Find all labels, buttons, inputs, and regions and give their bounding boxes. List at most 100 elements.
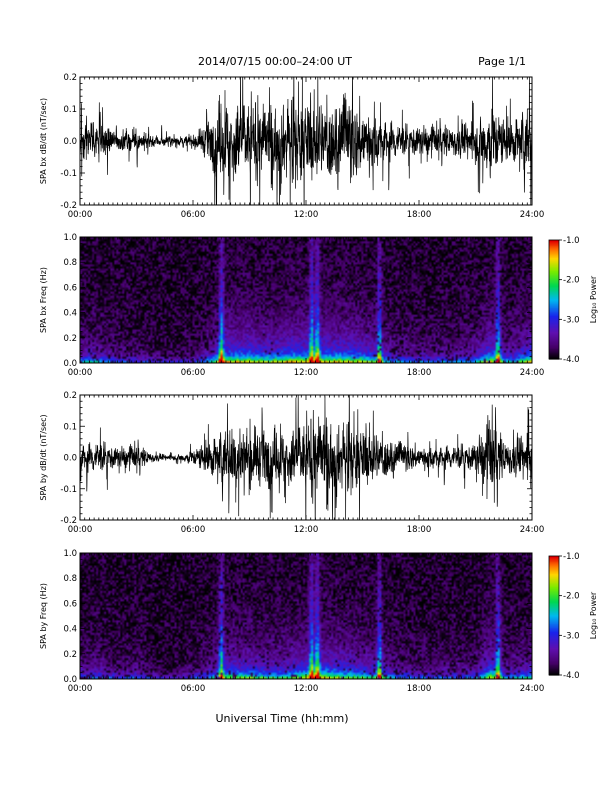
colorbar-swatch: [549, 298, 559, 301]
colorbar-swatch: [549, 283, 559, 286]
colorbar-swatch: [549, 636, 559, 639]
colorbar-swatch: [549, 331, 559, 334]
x-tick-label: 06:00: [181, 684, 206, 694]
x-tick-label: 06:00: [181, 368, 206, 378]
colorbar-tick-label: -1.0: [563, 552, 580, 562]
colorbar-swatch: [549, 306, 559, 309]
colorbar-swatch: [549, 280, 559, 283]
colorbar-swatch: [549, 345, 559, 348]
colorbar-swatch: [549, 270, 559, 273]
colorbar-swatch: [549, 614, 559, 617]
colorbar-swatch: [549, 340, 559, 343]
colorbar-swatch: [549, 604, 559, 607]
colorbar-swatch: [549, 282, 559, 285]
colorbar-swatch: [549, 574, 559, 577]
colorbar-swatch: [549, 279, 559, 282]
colorbar-swatch: [549, 254, 559, 257]
colorbar-swatch: [549, 566, 559, 569]
colorbar-swatch: [549, 316, 559, 319]
colorbar-swatch: [549, 600, 559, 603]
colorbar-swatch: [549, 607, 559, 610]
x-tick-label: 24:00: [520, 210, 545, 220]
colorbar-swatch: [549, 315, 559, 318]
colorbar-swatch: [549, 329, 559, 332]
y-tick-label: 0.0: [63, 137, 77, 147]
bx-time-series-panel: -0.2 -0.1 0.0 0.1 0.2 00:00 06:00 12:00 18:00 24:…: [39, 73, 545, 220]
colorbar-swatch: [549, 291, 559, 294]
colorbar-swatch: [549, 241, 559, 244]
colorbar-swatch: [549, 336, 559, 339]
y-tick-label: 0.2: [63, 334, 77, 344]
colorbar-swatch: [549, 278, 559, 281]
colorbar-swatch: [549, 266, 559, 269]
colorbar-swatch: [549, 622, 559, 625]
colorbar-swatch: [549, 583, 559, 586]
colorbar-swatch: [549, 620, 559, 623]
colorbar-swatch: [549, 602, 559, 605]
colorbar-swatch: [549, 559, 559, 562]
colorbar-swatch: [549, 304, 559, 307]
colorbar-swatch: [549, 312, 559, 315]
colorbar-swatch: [549, 327, 559, 330]
colorbar-swatch: [549, 631, 559, 634]
series-trace: [80, 395, 532, 520]
colorbar-swatch: [549, 296, 559, 299]
x-tick-label: 06:00: [181, 210, 206, 220]
y-tick-label: 0.4: [63, 625, 77, 635]
colorbar-swatch: [549, 355, 559, 357]
colorbar-title: Log₁₀ Power: [589, 591, 598, 639]
colorbar-swatch: [549, 661, 559, 664]
x-tick-label: 24:00: [520, 525, 545, 535]
colorbar-swatch: [549, 643, 559, 646]
colorbar-swatch: [549, 328, 559, 331]
y-tick-label: 0.4: [63, 309, 77, 319]
colorbar-swatch: [549, 630, 559, 632]
y-tick-label: 1.0: [63, 549, 77, 559]
y-axis-title: SPA by Freq (Hz): [39, 583, 48, 649]
page-title: 2014/07/15 00:00–24:00 UT: [198, 55, 352, 68]
y-tick-label: -0.1: [60, 485, 77, 495]
y-tick-label: 0.6: [63, 599, 77, 609]
colorbar-swatch: [549, 672, 559, 675]
colorbar-swatch: [549, 302, 559, 305]
colorbar-swatch: [549, 623, 559, 626]
y-axis-title: SPA bx Freq (Hz): [39, 267, 48, 333]
colorbar-swatch: [549, 591, 559, 594]
by-spectrogram-panel: 0.0 0.2 0.4 0.6 0.8 1.0 00:00 06:00 12:00 18:00 24…: [39, 549, 598, 694]
y-tick-label: 0.8: [63, 574, 77, 584]
colorbar-swatch: [549, 637, 559, 640]
colorbar-swatch: [549, 333, 559, 336]
colorbar-swatch: [549, 253, 559, 256]
x-tick-label: 18:00: [407, 210, 432, 220]
colorbar-swatch: [549, 624, 559, 627]
colorbar-swatch: [549, 603, 559, 606]
colorbar-swatch: [549, 273, 559, 275]
colorbar-swatch: [549, 265, 559, 268]
colorbar-swatch: [549, 294, 559, 297]
y-tick-label: 1.0: [63, 233, 77, 243]
colorbar-swatch: [549, 571, 559, 574]
colorbar-swatch: [549, 352, 559, 355]
page-number: Page 1/1: [478, 55, 526, 68]
x-tick-label: 18:00: [407, 525, 432, 535]
colorbar-swatch: [549, 598, 559, 601]
colorbar-swatch: [549, 649, 559, 652]
x-tick-label: 12:00: [294, 684, 319, 694]
colorbar-swatch: [549, 651, 559, 654]
colorbar-swatch: [549, 247, 559, 250]
colorbar-swatch: [549, 267, 559, 270]
y-tick-label: -0.1: [60, 169, 77, 179]
colorbar-swatch: [549, 318, 559, 320]
colorbar-swatch: [549, 325, 559, 328]
colorbar-swatch: [549, 307, 559, 310]
colorbar-tick-label: -1.0: [563, 236, 580, 246]
colorbar-swatch: [549, 356, 559, 359]
colorbar-frame: [548, 555, 560, 676]
colorbar-title: Log₁₀ Power: [589, 275, 598, 323]
x-tick-label: 12:00: [294, 525, 319, 535]
colorbar-swatch: [549, 245, 559, 248]
colorbar-swatch: [549, 274, 559, 277]
x-tick-label: 00:00: [68, 525, 93, 535]
colorbar-swatch: [549, 653, 559, 656]
colorbar-swatch: [549, 615, 559, 618]
